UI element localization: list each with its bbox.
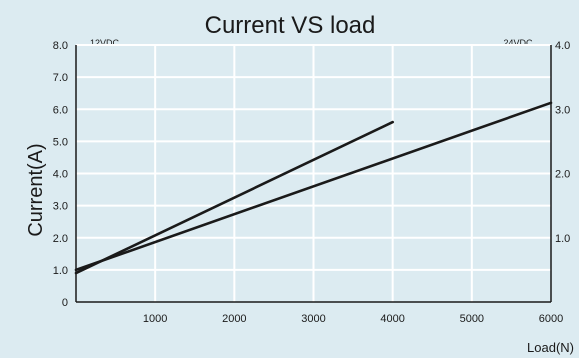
y-left-tick-label: 5.0: [53, 136, 68, 148]
x-tick-label: 2000: [222, 313, 246, 325]
x-tick-label: 4000: [380, 313, 404, 325]
y-right-tick-label: 2.0: [555, 169, 570, 181]
series-line-12vdc: [74, 120, 395, 275]
tick-labels: 0 1.0 2.0 3.0 4.0 5.0 6.0 7.0 8.0 1000 2000 3000 400…: [53, 40, 571, 325]
y-left-tick-label: 4.0: [53, 169, 68, 181]
x-tick-label: 3000: [301, 313, 325, 325]
series-line-24vdc: [74, 101, 553, 272]
series-lines: [74, 101, 553, 275]
y-right-tick-label: 4.0: [555, 40, 570, 52]
series-tag-24vdc: 24VDC: [503, 38, 533, 48]
chart-title: Current VS load: [205, 12, 376, 39]
y-left-tick-label: 8.0: [53, 40, 68, 52]
y-left-tick-label: 0: [62, 297, 68, 309]
grid: [76, 44, 551, 302]
axes: [75, 45, 552, 303]
x-tick-label: 6000: [539, 313, 563, 325]
y-left-tick-label: 7.0: [53, 72, 68, 84]
y-right-tick-label: 3.0: [555, 104, 570, 116]
y-right-tick-label: 1.0: [555, 233, 570, 245]
x-tick-label: 5000: [460, 313, 484, 325]
y-left-tick-label: 6.0: [53, 104, 68, 116]
x-axis-label: Load(N): [527, 340, 574, 355]
x-tick-label: 1000: [143, 313, 167, 325]
y-axis-label: Current(A): [25, 143, 47, 236]
series-tag-12vdc: 12VDC: [90, 38, 120, 48]
y-left-tick-label: 1.0: [53, 265, 68, 277]
y-left-tick-label: 2.0: [53, 233, 68, 245]
y-left-tick-label: 3.0: [53, 201, 68, 213]
